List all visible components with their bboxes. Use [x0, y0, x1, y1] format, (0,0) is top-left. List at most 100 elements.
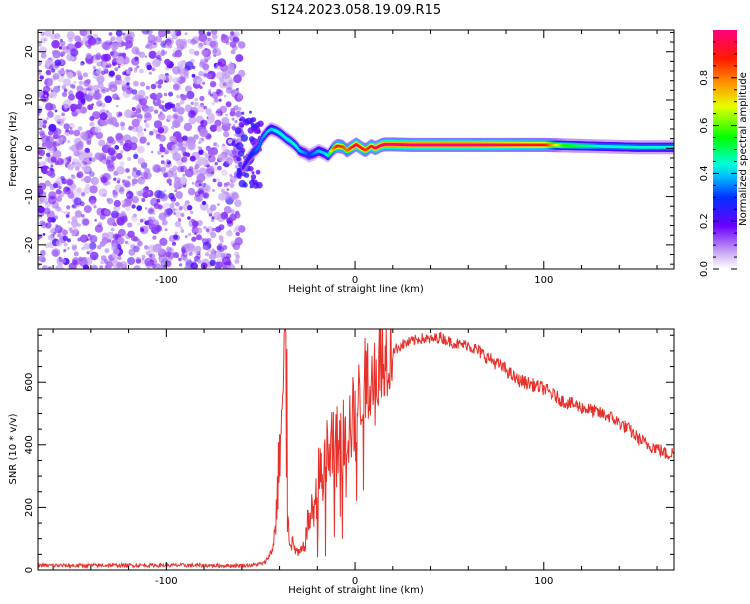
noise-blob [39, 250, 46, 256]
noise-blob [251, 171, 255, 175]
track-core [296, 146, 299, 150]
track-core [297, 148, 300, 151]
noise-blob [39, 75, 44, 80]
noise-blob [54, 114, 62, 123]
noise-blob [42, 264, 49, 269]
noise-blob [105, 40, 111, 46]
noise-blob [116, 180, 121, 184]
noise-blob [124, 75, 131, 82]
noise-blob [229, 183, 235, 188]
noise-blob [131, 204, 136, 209]
noise-blob [230, 209, 235, 214]
noise-blob [231, 117, 235, 121]
noise-blob [187, 216, 191, 220]
noise-blob [66, 71, 74, 79]
noise-blob [133, 69, 138, 73]
noise-blob [146, 142, 150, 146]
noise-blob [135, 258, 142, 264]
noise-blob [99, 214, 106, 220]
y-tick-label: 0 [24, 567, 35, 573]
track-core [262, 135, 265, 138]
noise-blob [107, 217, 116, 226]
noise-blob [48, 266, 52, 269]
noise-blob [211, 101, 216, 106]
noise-blob [67, 220, 71, 224]
noise-blob [196, 227, 203, 234]
noise-blob [160, 160, 165, 165]
track-core [249, 153, 253, 157]
noise-blob [111, 87, 115, 92]
noise-blob [214, 119, 222, 127]
noise-blob [215, 261, 220, 266]
noise-blob [215, 144, 220, 148]
track-core [330, 149, 333, 153]
noise-blob [227, 66, 236, 75]
noise-blob [193, 134, 199, 140]
noise-blob [201, 200, 207, 206]
noise-blob [54, 33, 61, 40]
y-tick-label: 20 [24, 45, 35, 58]
noise-blob [87, 104, 94, 111]
noise-blob [186, 91, 195, 100]
noise-blob [76, 150, 82, 156]
noise-blob [121, 52, 127, 57]
noise-blob [140, 228, 145, 232]
noise-blob [140, 171, 149, 180]
noise-blob [80, 62, 84, 66]
noise-blob [216, 108, 222, 114]
noise-blob [38, 143, 41, 146]
noise-blob [107, 147, 116, 156]
noise-blob [152, 212, 156, 216]
noise-blob [185, 247, 190, 252]
noise-blob [220, 252, 226, 258]
noise-blob [241, 111, 245, 115]
noise-blob [112, 123, 116, 126]
track-core [243, 164, 246, 167]
noise-blob [75, 91, 85, 100]
noise-blob [69, 83, 75, 89]
noise-blob [199, 128, 209, 138]
noise-blob [120, 150, 124, 154]
noise-blob [114, 145, 119, 150]
noise-blob [198, 30, 204, 36]
noise-blob [94, 126, 101, 133]
noise-blob [63, 105, 66, 109]
noise-blob [143, 128, 147, 132]
noise-blob [139, 97, 148, 106]
noise-blob [153, 109, 159, 114]
noise-blob [91, 157, 96, 162]
noise-blob [181, 156, 188, 163]
noise-blob [141, 257, 145, 261]
noise-blob [184, 85, 192, 93]
noise-blob [199, 95, 205, 102]
noise-blob [115, 30, 123, 37]
noise-blob [54, 59, 62, 66]
noise-blob [83, 187, 91, 195]
noise-blob [204, 59, 209, 63]
noise-blob [161, 219, 168, 226]
noise-blob [55, 264, 64, 269]
noise-blob [166, 114, 173, 121]
noise-blob [73, 161, 82, 170]
track-core [331, 148, 334, 151]
noise-blob [71, 175, 76, 179]
noise-blob [117, 65, 121, 69]
noise-blob [251, 178, 255, 182]
noise-blob [42, 124, 47, 129]
noise-blob [228, 78, 235, 86]
colorbar-tick-label: 0.6 [699, 118, 710, 134]
noise-blob [198, 179, 203, 184]
noise-blob [97, 82, 104, 89]
noise-blob [77, 72, 82, 77]
track-core [264, 132, 267, 136]
noise-blob [144, 96, 149, 100]
noise-blob [150, 150, 154, 154]
noise-blob [208, 89, 212, 92]
noise-blob [166, 30, 171, 34]
noise-blob [86, 238, 90, 241]
noise-blob [156, 198, 161, 203]
noise-blob [228, 150, 232, 154]
colorbar-tick-label: 0.0 [699, 261, 710, 277]
noise-blob [80, 192, 86, 197]
